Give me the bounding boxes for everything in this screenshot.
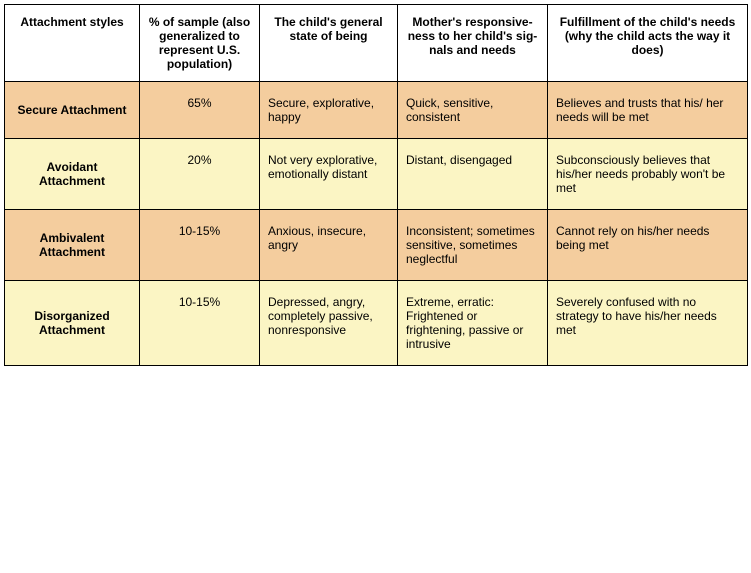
- table-header: Attachment styles % of sam­ple (also gen…: [5, 5, 748, 82]
- cell-pct: 10-15%: [140, 210, 260, 281]
- table-row: Ambivalent Attachment 10-15% Anxious, in…: [5, 210, 748, 281]
- cell-state: Anxious, insecure, angry: [260, 210, 398, 281]
- cell-state: Not very explorative, emotionally distan…: [260, 139, 398, 210]
- header-child-state: The child's general state of being: [260, 5, 398, 82]
- cell-mother: Distant, disengaged: [398, 139, 548, 210]
- table-row: Disorganized Attachment 10-15% Depressed…: [5, 281, 748, 366]
- cell-style: Secure Attachment: [5, 82, 140, 139]
- cell-fulfill: Subconsciously believes that his/her nee…: [548, 139, 748, 210]
- cell-state: Depressed, angry, completely passive, no…: [260, 281, 398, 366]
- cell-mother: Extreme, erratic: Frightened or frighten…: [398, 281, 548, 366]
- attachment-styles-table: Attachment styles % of sam­ple (also gen…: [4, 4, 748, 366]
- cell-fulfill: Cannot rely on his/her needs being met: [548, 210, 748, 281]
- header-pct-sample: % of sam­ple (also general­ized to repre…: [140, 5, 260, 82]
- header-fulfillment: Fulfillment of the child's needs (why th…: [548, 5, 748, 82]
- cell-style: Disorganized Attachment: [5, 281, 140, 366]
- cell-pct: 65%: [140, 82, 260, 139]
- cell-state: Secure, explorative, happy: [260, 82, 398, 139]
- cell-mother: Quick, sensitive, consistent: [398, 82, 548, 139]
- cell-fulfill: Believes and trusts that his/ her needs …: [548, 82, 748, 139]
- cell-fulfill: Severely con­fused with no strategy to h…: [548, 281, 748, 366]
- table-row: Avoidant Attachment 20% Not very explora…: [5, 139, 748, 210]
- cell-style: Ambivalent Attachment: [5, 210, 140, 281]
- cell-pct: 10-15%: [140, 281, 260, 366]
- cell-mother: Inconsistent; sometimes sensitive, somet…: [398, 210, 548, 281]
- header-attachment-styles: Attachment styles: [5, 5, 140, 82]
- table-body: Secure Attachment 65% Secure, explorativ…: [5, 82, 748, 366]
- cell-pct: 20%: [140, 139, 260, 210]
- table-row: Secure Attachment 65% Secure, explorativ…: [5, 82, 748, 139]
- header-mother-responsiveness: Mother's responsive­ness to her child's …: [398, 5, 548, 82]
- cell-style: Avoidant Attachment: [5, 139, 140, 210]
